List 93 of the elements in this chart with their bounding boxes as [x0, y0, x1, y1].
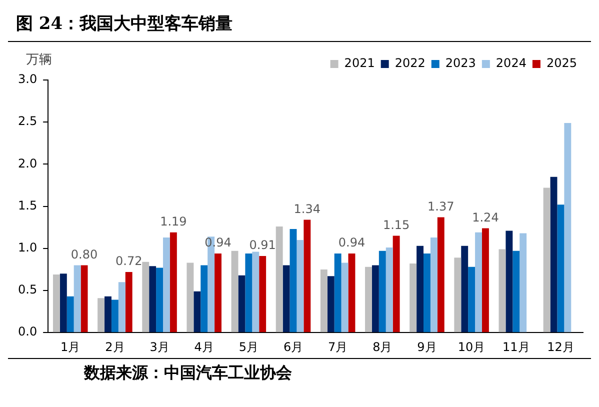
x-tick-label: 8月 [372, 340, 392, 354]
bar [163, 237, 170, 332]
bar [111, 300, 118, 332]
bar [60, 274, 67, 332]
y-tick-label: 1.0 [18, 240, 38, 255]
bar [334, 253, 342, 332]
bar [245, 253, 252, 332]
data-label: 0.80 [70, 247, 98, 262]
legend-label: 2025 [546, 56, 578, 70]
data-label: 1.15 [382, 218, 410, 232]
data-label: 1.19 [160, 214, 187, 229]
chart-title: 图 24：我国大中型客车销量 [8, 8, 591, 42]
y-tick-label: 1.5 [18, 198, 38, 212]
bar [80, 265, 88, 332]
bar [416, 246, 424, 332]
bar [386, 248, 393, 332]
data-label: 0.94 [338, 236, 366, 250]
bar [282, 265, 290, 332]
bar [498, 249, 506, 332]
bar [74, 265, 81, 332]
bar [142, 262, 150, 332]
bar [214, 253, 222, 332]
bar [392, 236, 400, 332]
bar [461, 246, 468, 332]
y-tick-label: 2.0 [18, 156, 38, 170]
bar [290, 229, 297, 332]
legend-label: 2023 [445, 56, 476, 70]
y-tick-label: 2.5 [18, 114, 38, 128]
legend-label: 2024 [496, 56, 526, 70]
bar [186, 262, 194, 332]
bar [66, 296, 74, 332]
x-tick-label: 11月 [502, 340, 530, 354]
y-tick-label: 0.5 [18, 282, 38, 297]
bar [327, 276, 334, 332]
bar [475, 232, 482, 332]
bar [365, 266, 372, 332]
bar [52, 274, 60, 332]
legend-label: 2022 [394, 56, 426, 70]
bar [118, 282, 126, 332]
bar [341, 262, 348, 332]
bar [304, 220, 311, 332]
y-axis-title: 万辆 [26, 52, 52, 68]
bar [410, 264, 417, 332]
x-tick-label: 4月 [194, 340, 214, 354]
bar [550, 176, 558, 332]
data-label: 1.24 [472, 210, 499, 224]
legend-label: 2021 [344, 56, 375, 70]
bar [372, 265, 379, 332]
x-tick-label: 3月 [150, 340, 170, 354]
bar [125, 272, 132, 332]
bar [430, 237, 438, 332]
bar [98, 298, 105, 332]
bar [557, 204, 564, 332]
bar [520, 233, 527, 332]
bar [506, 230, 513, 332]
x-tick-label: 2月 [105, 340, 125, 354]
x-tick-label: 6月 [283, 340, 304, 354]
y-tick-label: 3.0 [18, 72, 38, 86]
bar [156, 268, 163, 332]
x-tick-label: 9月 [417, 340, 437, 354]
data-label: 0.91 [249, 238, 276, 252]
bar [259, 256, 266, 332]
bar [378, 250, 386, 332]
bar [170, 232, 177, 332]
x-tick-label: 7月 [328, 340, 348, 354]
bar [276, 226, 283, 332]
bar [468, 266, 476, 332]
bar [149, 266, 156, 332]
bar [296, 240, 304, 332]
bar [320, 269, 328, 332]
data-label: 0.72 [115, 254, 142, 268]
data-label: 1.34 [294, 202, 321, 216]
x-tick-label: 1月 [60, 340, 80, 354]
bar [200, 265, 208, 332]
data-label: 1.37 [428, 199, 454, 214]
bar [238, 275, 246, 332]
bar [252, 252, 260, 332]
bar [512, 250, 520, 332]
x-tick-label: 5月 [238, 340, 258, 354]
y-tick-label: 0.0 [18, 324, 38, 339]
bar [231, 250, 238, 332]
bar [104, 296, 112, 332]
bar [543, 188, 550, 332]
source-note: 数据来源：中国汽车工业协会 [8, 358, 591, 384]
x-tick-label: 12月 [547, 340, 574, 354]
bar [564, 122, 572, 332]
bar [437, 217, 444, 332]
x-tick-label: 10月 [458, 340, 486, 354]
bar [348, 253, 356, 332]
bar [424, 253, 430, 332]
bar [454, 258, 462, 332]
bar [482, 228, 489, 332]
bar [194, 291, 201, 332]
